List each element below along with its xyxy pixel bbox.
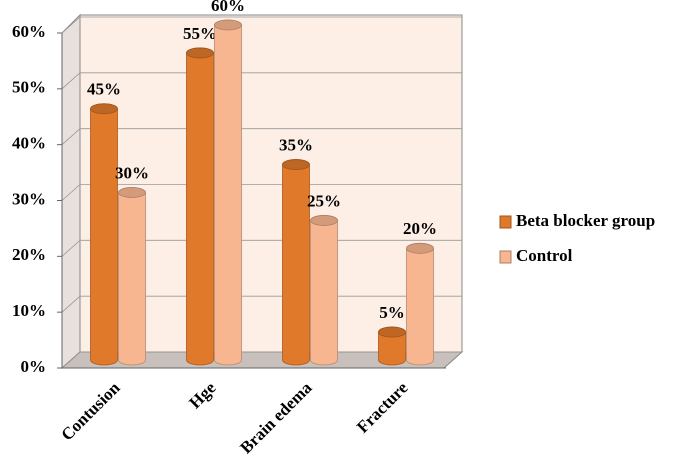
grid-line bbox=[61, 351, 81, 369]
bar-top bbox=[406, 242, 434, 254]
grid-line bbox=[61, 16, 81, 34]
bar-top bbox=[378, 326, 406, 338]
bar bbox=[118, 187, 146, 366]
x-tick-label: Contusion bbox=[57, 378, 124, 445]
bar-top bbox=[310, 215, 338, 226]
y-tick-label: 20% bbox=[12, 245, 46, 264]
bar-top bbox=[214, 19, 242, 31]
x-tick-label: Fracture bbox=[353, 378, 412, 437]
grid-line bbox=[61, 128, 81, 145]
value-label: 45% bbox=[87, 80, 121, 99]
value-label: 5% bbox=[379, 303, 405, 322]
bar-top bbox=[90, 103, 118, 115]
bar bbox=[282, 159, 310, 366]
value-label: 60% bbox=[211, 0, 245, 15]
legend-label: Beta blocker group bbox=[516, 211, 655, 230]
y-tick-label: 40% bbox=[12, 134, 46, 153]
y-tick-label: 60% bbox=[12, 22, 46, 41]
x-tick-label: Brain edema bbox=[236, 378, 316, 458]
bar bbox=[406, 242, 434, 366]
legend-swatch bbox=[499, 215, 512, 229]
grid-line bbox=[61, 184, 81, 201]
value-label: 20% bbox=[403, 219, 437, 238]
grid-line bbox=[61, 72, 81, 90]
value-label: 25% bbox=[307, 191, 341, 210]
legend-label: Control bbox=[516, 246, 573, 265]
y-tick-label: 30% bbox=[12, 189, 46, 208]
value-label: 55% bbox=[183, 24, 217, 43]
value-label: 30% bbox=[115, 163, 149, 182]
grid-line bbox=[61, 295, 81, 313]
legend-swatch bbox=[499, 250, 512, 264]
grid-line bbox=[61, 240, 81, 257]
bar-top bbox=[282, 159, 310, 170]
bar bbox=[214, 19, 242, 366]
bar-top bbox=[118, 187, 146, 198]
y-tick-label: 10% bbox=[12, 301, 46, 320]
y-tick-label: 50% bbox=[12, 78, 46, 97]
bar bbox=[90, 103, 118, 366]
bar-top bbox=[186, 47, 214, 59]
value-label: 35% bbox=[279, 135, 313, 154]
bar bbox=[186, 47, 214, 366]
y-tick-label: 0% bbox=[21, 357, 47, 376]
x-tick-label: Hge bbox=[185, 378, 219, 412]
bar bbox=[310, 215, 338, 366]
side-wall bbox=[61, 13, 81, 370]
